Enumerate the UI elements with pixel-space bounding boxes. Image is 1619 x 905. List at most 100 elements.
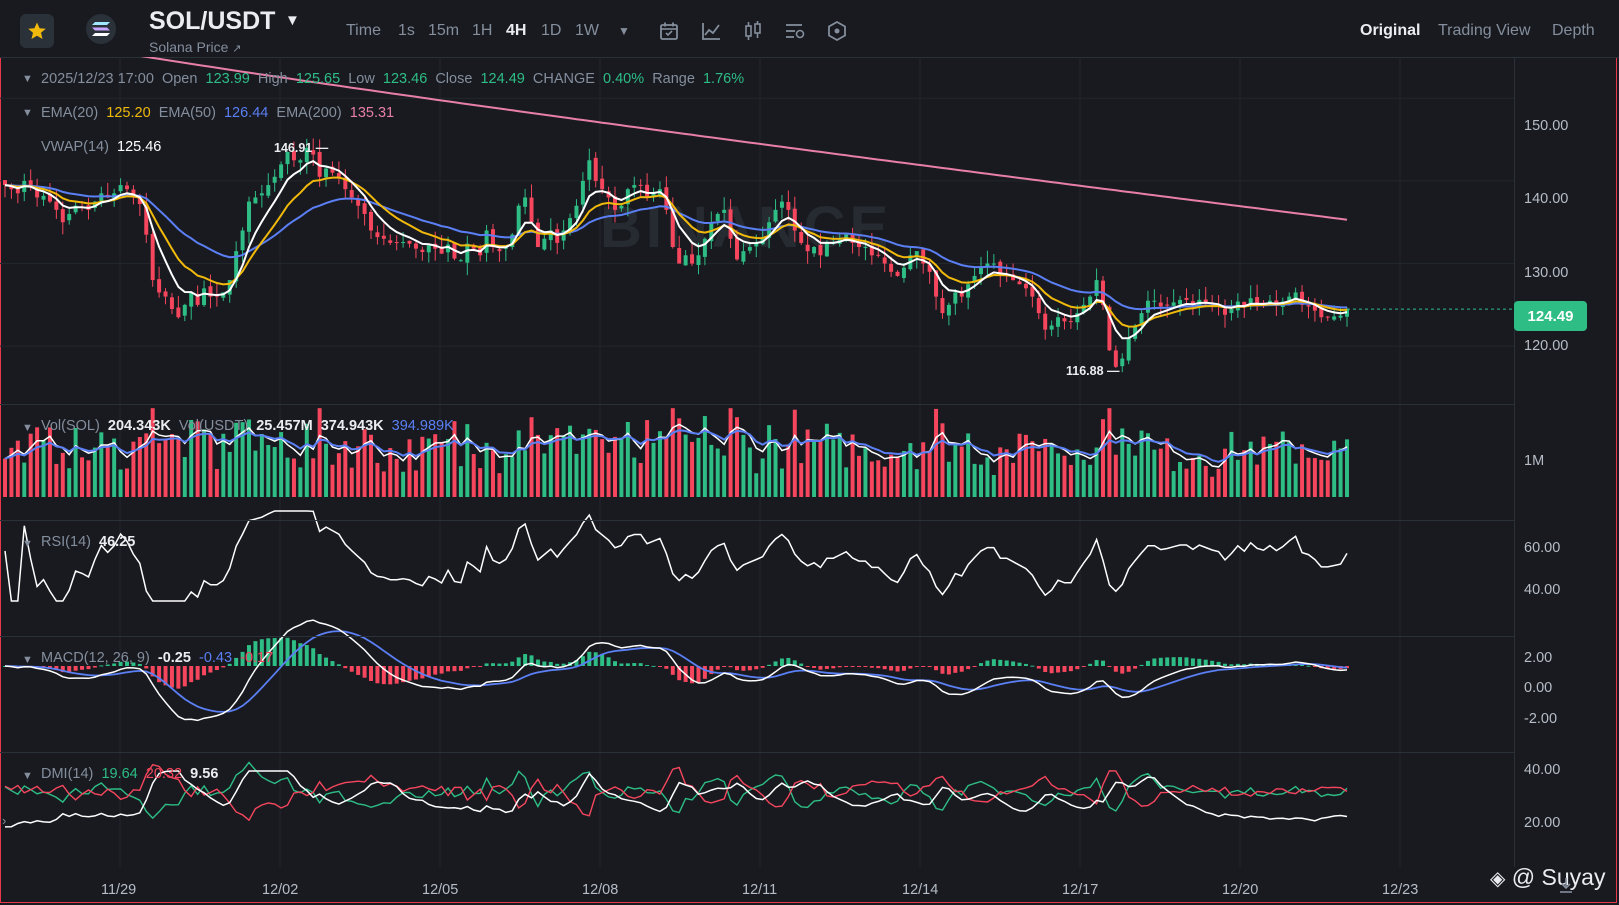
tf-4h[interactable]: 4H — [506, 22, 527, 39]
candle-body — [516, 205, 521, 235]
candle-body — [632, 185, 637, 188]
candle-body — [901, 267, 906, 279]
tf-1d[interactable]: 1D — [541, 22, 562, 39]
macd-histogram-bar — [773, 661, 778, 666]
macd-axis-label: -2.00 — [1524, 711, 1558, 727]
candle-body — [407, 240, 412, 244]
x-axis-label: 11/29 — [101, 882, 137, 898]
high-annotation: 146.91 — — [274, 141, 329, 155]
macd-histogram-bar — [394, 666, 399, 684]
tf-1h[interactable]: 1H — [472, 22, 493, 39]
volume-bar — [1165, 438, 1170, 497]
macd-histogram-bar — [1171, 657, 1176, 666]
collapse-chevron-down-icon[interactable]: ▼ — [22, 538, 33, 550]
candle-body — [1113, 350, 1118, 367]
volume-bar — [1184, 468, 1189, 497]
volume-bar — [542, 453, 547, 497]
macd-histogram-bar — [561, 663, 566, 666]
candle-body — [535, 222, 540, 248]
volume-bar — [1004, 449, 1009, 497]
candle-body — [747, 247, 752, 251]
collapse-chevron-down-icon[interactable]: ▼ — [22, 107, 33, 119]
candle-body — [54, 201, 59, 210]
candle-body — [279, 164, 284, 178]
favorite-button[interactable] — [20, 14, 54, 48]
candle-body — [824, 242, 829, 257]
pair-title[interactable]: SOL/USDT — [149, 7, 276, 35]
price-chart[interactable]: BINANCE — [0, 57, 1514, 867]
macd-histogram-bar — [946, 666, 951, 675]
volume-bar — [857, 455, 861, 497]
volume-bar — [1030, 441, 1035, 497]
candle-body — [773, 209, 778, 222]
collapse-chevron-down-icon[interactable]: ▼ — [22, 654, 33, 666]
candle-body — [1158, 302, 1163, 307]
calendar-icon[interactable] — [658, 20, 680, 42]
top-bar: SOL/USDT ▼ Solana Price ↗ Time 1s 15m 1H… — [0, 0, 1619, 58]
candle-body — [1023, 283, 1028, 289]
collapse-chevron-down-icon[interactable]: ▼ — [22, 73, 33, 85]
macd-histogram-bar — [1210, 660, 1215, 666]
tf-15m[interactable]: 15m — [428, 22, 460, 39]
tf-1s[interactable]: 1s — [398, 22, 415, 39]
macd-histogram-bar — [1203, 659, 1208, 666]
macd-histogram-bar — [921, 666, 926, 667]
volume-bar — [561, 435, 566, 497]
candle-body — [336, 173, 341, 177]
hexagon-icon[interactable] — [826, 20, 848, 42]
candle-body — [1229, 308, 1234, 314]
macd-histogram-bar — [1030, 665, 1035, 667]
volume-bar — [330, 464, 335, 497]
tf-1w[interactable]: 1W — [575, 22, 599, 39]
macd-histogram-bar — [600, 654, 605, 666]
candle-body — [619, 205, 624, 209]
macd-histogram-bar — [105, 664, 110, 666]
collapse-chevron-down-icon[interactable]: ▼ — [22, 422, 33, 434]
macd-histogram-bar — [613, 661, 617, 666]
candle-body — [41, 195, 46, 200]
volume-bar — [1075, 449, 1080, 497]
view-trading-view[interactable]: Trading View — [1438, 22, 1531, 39]
volume-bar — [446, 439, 451, 497]
candle-body — [645, 184, 650, 198]
candle-icon[interactable] — [742, 20, 764, 42]
macd-histogram-bar — [555, 663, 560, 666]
volume-bar — [760, 458, 765, 497]
macd-histogram-bar — [182, 666, 187, 687]
volume-bar — [1081, 459, 1086, 497]
volume-bar — [195, 421, 200, 497]
line-chart-icon[interactable] — [700, 20, 722, 42]
pair-dropdown-icon[interactable]: ▼ — [285, 12, 300, 29]
macd-histogram-bar — [927, 666, 932, 668]
candle-body — [580, 180, 585, 205]
macd-histogram-bar — [702, 666, 707, 679]
candle-body — [998, 261, 1003, 276]
volume-bar — [1338, 448, 1343, 497]
tf-time[interactable]: Time — [346, 22, 381, 39]
settings-list-icon[interactable] — [784, 20, 806, 42]
volume-bar — [73, 427, 78, 497]
volume-bar — [1312, 458, 1317, 497]
volume-bar — [67, 468, 72, 497]
volume-bar — [439, 442, 444, 497]
candle-body — [67, 213, 72, 221]
more-timeframes-chevron-down-icon[interactable]: ▼ — [618, 24, 630, 38]
candle-body — [914, 251, 919, 258]
view-depth[interactable]: Depth — [1552, 22, 1595, 39]
candle-body — [670, 208, 675, 248]
view-original[interactable]: Original — [1360, 22, 1421, 39]
pair-subtitle[interactable]: Solana Price ↗ — [149, 39, 242, 55]
candle-body — [555, 229, 560, 243]
macd-histogram-bar — [735, 666, 739, 671]
download-icon[interactable] — [1557, 876, 1575, 894]
collapse-chevron-down-icon[interactable]: ▼ — [22, 770, 33, 782]
volume-bar — [433, 434, 438, 497]
macd-histogram-bar — [991, 659, 996, 666]
candle-body — [1300, 291, 1305, 305]
candle-body — [471, 245, 476, 249]
candle-body — [401, 242, 406, 244]
macd-histogram-bar — [131, 662, 136, 666]
expand-chevron-right-icon[interactable]: › — [2, 813, 7, 828]
volume-bar — [702, 416, 707, 497]
candle-body — [1312, 304, 1317, 311]
